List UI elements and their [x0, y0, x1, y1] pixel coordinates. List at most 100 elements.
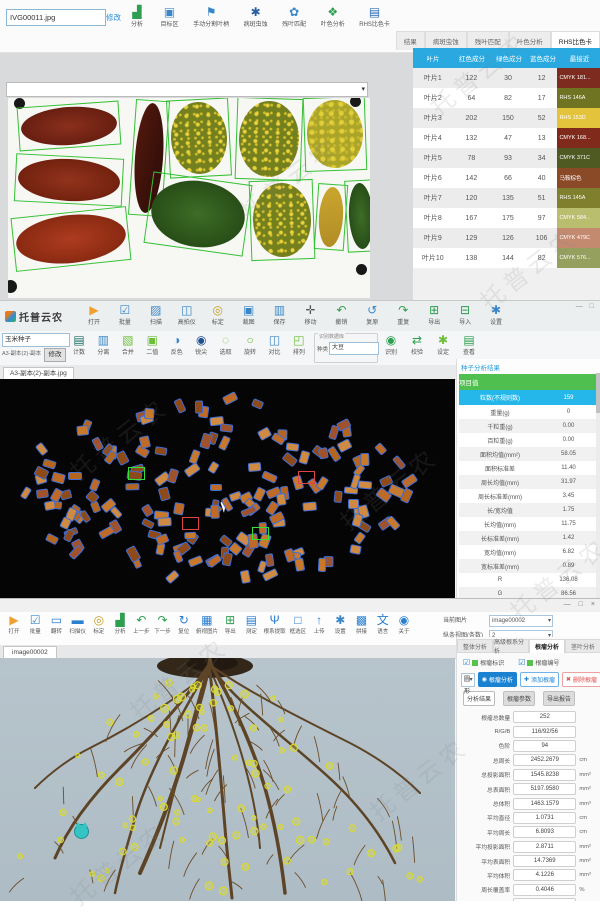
- toolbar-button[interactable]: ▬ 扫描仪: [69, 613, 86, 635]
- toolbar-button[interactable]: ▣ 目标区: [160, 5, 179, 28]
- leaf-bounding-box[interactable]: [248, 178, 316, 262]
- checkbox-option[interactable]: ☑ 根瘤编号: [518, 657, 560, 667]
- result-row[interactable]: 重量(g) 0: [459, 405, 596, 419]
- toolbar-button[interactable]: ✱ 设定: [436, 333, 449, 356]
- result-row[interactable]: 长/宽均值 1.75: [459, 503, 596, 517]
- leaf-table-row[interactable]: 叶片4 132 47 13 CMYK 168...: [413, 128, 600, 148]
- leaf-bounding-box[interactable]: [13, 153, 125, 207]
- leaf-table-row[interactable]: 叶片10 138 144 82 CMYK 576...: [413, 248, 600, 268]
- toolbar-button[interactable]: ▶ 打开: [8, 613, 20, 635]
- minimize-button[interactable]: —: [575, 303, 583, 310]
- modify-button[interactable]: 修改: [44, 348, 66, 362]
- highlighted-row[interactable]: 粒数(不规则数) 159: [459, 390, 596, 405]
- result-tab[interactable]: RHS比色卡: [550, 31, 600, 50]
- leaf-bounding-box[interactable]: [143, 171, 253, 257]
- toolbar-button[interactable]: Ψ 根系提取: [263, 613, 286, 635]
- toolbar-button[interactable]: ◰ 排列: [292, 333, 305, 356]
- export-report-button[interactable]: 导出报告: [543, 691, 576, 706]
- analysis-tab[interactable]: 茎叶分析: [565, 639, 600, 653]
- checkbox-option[interactable]: ☑ 根瘤标识: [463, 657, 505, 667]
- field-input[interactable]: 2.8711: [513, 840, 577, 853]
- leaf-table-row[interactable]: 叶片1 122 30 12 CMYK 181...: [413, 68, 600, 88]
- leaf-bounding-box[interactable]: [16, 100, 122, 152]
- result-row[interactable]: 宽标准差(mm) 0.89: [459, 559, 596, 573]
- leaf-bounding-box[interactable]: [313, 183, 349, 251]
- toolbar-button[interactable]: ⊞ 导出: [428, 303, 441, 326]
- seed-image-canvas[interactable]: [0, 379, 455, 598]
- result-row[interactable]: 周长标准差(mm) 3.45: [459, 489, 596, 503]
- toolbar-button[interactable]: ▣ 二值: [146, 333, 159, 356]
- field-input[interactable]: 4.1226: [513, 869, 577, 882]
- toolbar-button[interactable]: ▤ 计数: [72, 333, 85, 356]
- toolbar-button[interactable]: ▥ 保存: [273, 303, 286, 326]
- toolbar-button[interactable]: ▤ 测定: [245, 613, 258, 635]
- toolbar-button[interactable]: ▥ 分离: [97, 333, 110, 356]
- result-row[interactable]: 百粒重(g) 0.00: [459, 433, 596, 447]
- result-tab[interactable]: 病斑虫蚀: [424, 31, 467, 50]
- toolbar-button[interactable]: ☑ 批量: [29, 613, 41, 635]
- toolbar-button[interactable]: ⊟ 导入: [459, 303, 472, 326]
- leaf-bounding-box[interactable]: [302, 98, 368, 173]
- toolbar-button[interactable]: ↶ 上一步: [133, 613, 150, 635]
- leaf-table-row[interactable]: 叶片5 78 93 34 CMYK 371C: [413, 148, 600, 168]
- analysis-tab[interactable]: 根瘤分析: [529, 639, 565, 653]
- toolbar-button[interactable]: 文 语言: [376, 613, 389, 635]
- toolbar-button[interactable]: ◉ 锐尖: [195, 333, 208, 356]
- result-tab[interactable]: 结果: [395, 31, 425, 50]
- modify-link[interactable]: 修改: [106, 13, 121, 22]
- root-image-canvas[interactable]: [0, 658, 455, 901]
- leaf-bounding-box[interactable]: [10, 206, 132, 272]
- field-input[interactable]: 1.0731: [513, 811, 577, 824]
- toolbar-button[interactable]: ⇄ 校验: [410, 333, 423, 356]
- toolbar-button[interactable]: ✱ 病斑虫蚀: [243, 5, 268, 28]
- leaf-bounding-box[interactable]: [166, 98, 232, 179]
- result-tab[interactable]: 叶色分析: [508, 31, 551, 50]
- result-row[interactable]: 周长均值(mm) 31.97: [459, 475, 596, 489]
- analysis-tab[interactable]: 整体分析: [457, 639, 493, 653]
- shape-select[interactable]: 圆形 ▾: [461, 672, 475, 695]
- scrollbar-thumb[interactable]: [596, 373, 600, 413]
- field-input[interactable]: 14.7369: [513, 855, 577, 868]
- result-row[interactable]: R 136.08: [459, 573, 596, 587]
- field-input[interactable]: 0.4046: [513, 883, 577, 896]
- result-row[interactable]: 面积标准差 11.40: [459, 461, 596, 475]
- toolbar-button[interactable]: ↷ 重复: [397, 303, 410, 326]
- result-row[interactable]: 面积均值(mm²) 58.05: [459, 447, 596, 461]
- toolbar-button[interactable]: ✿ 残叶匹配: [282, 5, 307, 28]
- toolbar-button[interactable]: ▟ 分析: [130, 5, 143, 28]
- leaf-photo-canvas[interactable]: [8, 98, 370, 298]
- toolbar-button[interactable]: ▧ 合并: [121, 333, 134, 356]
- toolbar-button[interactable]: ◑ 反色: [170, 333, 183, 356]
- toolbar-button[interactable]: ◎ 标定: [93, 613, 105, 635]
- maximize-button[interactable]: □: [589, 303, 594, 310]
- leaf-table-row[interactable]: 叶片8 167 175 97 CMYK 584...: [413, 208, 600, 228]
- result-row[interactable]: 长均值(mm) 11.75: [459, 517, 596, 531]
- field-input[interactable]: 6.8093: [513, 826, 577, 839]
- result-row[interactable]: G 86.56: [459, 587, 596, 599]
- toolbar-button[interactable]: ▤ 查看: [462, 333, 475, 356]
- toolbar-button[interactable]: ◫ 高拍仪: [177, 303, 196, 326]
- field-input[interactable]: 2452.2679: [513, 754, 577, 767]
- field-input[interactable]: 5197.9580: [513, 783, 577, 796]
- leaf-table-row[interactable]: 叶片7 120 135 51 RHS 145A: [413, 188, 600, 208]
- result-tab[interactable]: 残叶匹配: [466, 31, 509, 50]
- toolbar-button[interactable]: ◫ 对比: [268, 333, 281, 356]
- add-nodule-button[interactable]: ✚ 添加根瘤: [519, 672, 559, 687]
- toolbar-button[interactable]: ▣ 裁图: [242, 303, 255, 326]
- result-row[interactable]: 长标准差(mm) 1.42: [459, 531, 596, 545]
- field-input[interactable]: 252: [513, 711, 577, 724]
- current-image-select[interactable]: image00002 ▾: [489, 615, 553, 627]
- toolbar-button[interactable]: ↷ 下一步: [154, 613, 171, 635]
- nodule-analyze-button[interactable]: ◉ 根瘤分析: [477, 672, 517, 687]
- leaf-table-row[interactable]: 叶片3 202 150 52 RHS 153D: [413, 108, 600, 128]
- analysis-result-button[interactable]: 分析结果: [463, 691, 496, 706]
- result-row[interactable]: 千粒重(g) 0.00: [459, 419, 596, 433]
- delete-nodule-button[interactable]: ✖ 删除根瘤: [561, 672, 600, 687]
- toolbar-button[interactable]: ↻ 复位: [178, 613, 190, 635]
- toolbar-button[interactable]: ↑ 上传: [313, 613, 325, 635]
- toolbar-button[interactable]: ✱ 设置: [334, 613, 346, 635]
- variety-select[interactable]: 玉米种子: [2, 333, 70, 347]
- db-variety-select[interactable]: 大豆: [329, 342, 379, 355]
- toolbar-button[interactable]: ◉ 识别: [384, 333, 397, 356]
- toolbar-button[interactable]: ▤ RHS比色卡: [359, 5, 390, 28]
